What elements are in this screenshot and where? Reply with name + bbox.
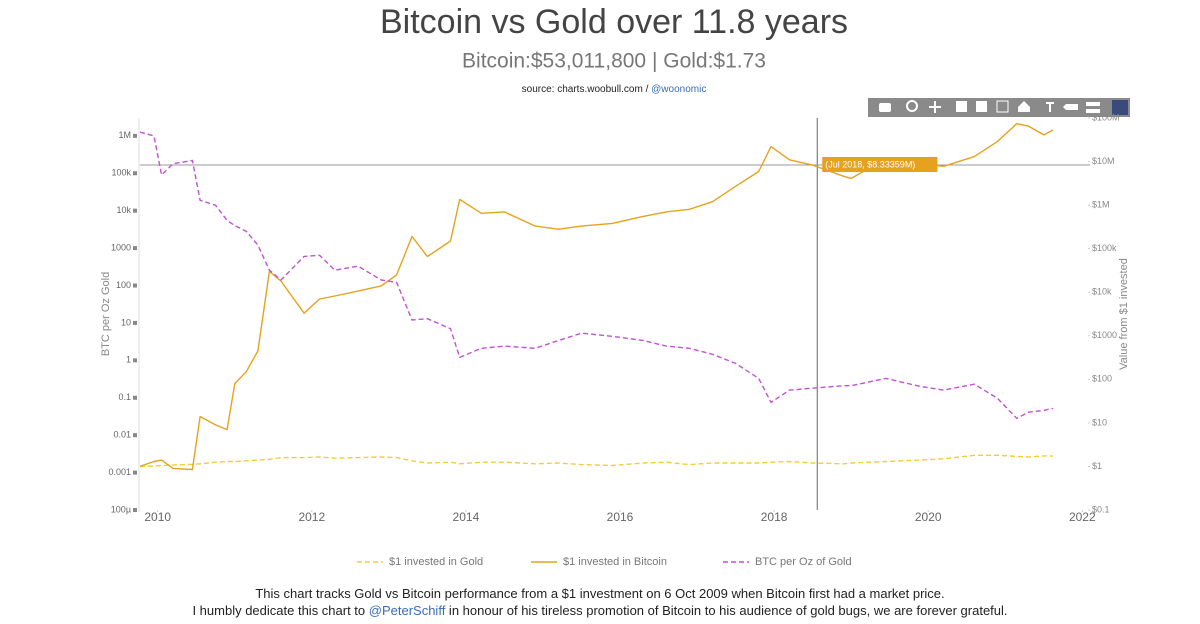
source: source: charts.woobull.com / @woonomic [522, 84, 707, 95]
hover-label-box [822, 157, 938, 173]
legend-label: $1 invested in Gold [389, 556, 483, 568]
y-tick-mark [133, 358, 137, 363]
y2-tick-label: $1M [1092, 199, 1110, 209]
chart-subtitle: Bitcoin:$53,011,800 | Gold:$1.73 [462, 50, 766, 73]
footer-text: I humbly dedicate this chart to [192, 603, 369, 618]
hover-closest-icon[interactable] [1063, 104, 1078, 110]
x-tick-label: 2022 [1069, 510, 1096, 524]
y-tick-mark [133, 320, 137, 325]
y2-tick-label: $100 [1092, 374, 1112, 384]
y-tick-label: 1 [126, 355, 131, 365]
x-tick-label: 2010 [144, 510, 171, 524]
y-tick-label: 100k [111, 168, 131, 178]
y-axis-title: BTC per Oz Gold [100, 272, 112, 356]
y-tick-label: 10k [116, 205, 131, 215]
hover-compare-icon[interactable] [1086, 102, 1100, 113]
footer-link[interactable]: @PeterSchiff [368, 603, 446, 618]
chart-title: Bitcoin vs Gold over 11.8 years [380, 3, 848, 41]
pan-icon[interactable] [929, 101, 941, 113]
y-tick-label: 0.1 [118, 392, 131, 402]
zoom-in-icon[interactable] [956, 101, 967, 112]
y-tick-label: 10 [121, 317, 131, 327]
y2-tick-label: $1000 [1092, 330, 1117, 340]
hover-label: (Jul 2018, $8.33359M) [822, 157, 938, 173]
y-tick-label: 100 [116, 280, 131, 290]
x-tick-label: 2016 [607, 510, 634, 524]
toolbar [868, 98, 1130, 117]
plotly-logo[interactable] [1112, 100, 1128, 115]
footer-text: in honour of his tireless promotion of B… [445, 603, 1008, 618]
y2-tick-label: $0.1 [1092, 504, 1110, 514]
x-tick-label: 2018 [761, 510, 788, 524]
camera-icon[interactable] [879, 103, 891, 112]
zoom-out-icon[interactable] [976, 101, 987, 112]
toolbar-bg [868, 98, 1130, 117]
legend-label: $1 invested in Bitcoin [563, 556, 667, 568]
y2-tick-label: $100M [1092, 112, 1120, 122]
y-tick-mark [133, 246, 137, 251]
hover-label-text: (Jul 2018, $8.33359M) [825, 159, 915, 169]
y-tick-mark [133, 395, 137, 400]
series-line [139, 131, 1054, 420]
zoom-icon[interactable] [906, 100, 918, 112]
y2-tick-label: $100k [1092, 243, 1117, 253]
y-tick-mark [133, 283, 137, 288]
y-tick-label: 0.001 [108, 467, 131, 477]
y-tick-mark [133, 208, 137, 213]
y2-tick-label: $10 [1092, 417, 1107, 427]
reset-icon[interactable] [1018, 101, 1030, 112]
y-tick-mark [133, 433, 137, 438]
y-tick-mark [133, 171, 137, 176]
spike-icon[interactable] [1046, 102, 1054, 112]
y-tick-mark [133, 470, 137, 475]
y-tick-label: 100µ [111, 504, 131, 514]
x-tick-label: 2012 [298, 510, 325, 524]
series-line [139, 123, 1054, 471]
footer-line1: This chart tracks Gold vs Bitcoin perfor… [255, 586, 945, 601]
x-tick-label: 2020 [915, 510, 942, 524]
y-tick-mark [133, 508, 137, 512]
y-tick-label: 1M [118, 130, 131, 140]
footer-line2: I humbly dedicate this chart to @PeterSc… [0, 603, 1200, 618]
series-line [139, 454, 1054, 468]
x-tick-label: 2014 [453, 510, 480, 524]
y2-tick-label: $1 [1092, 461, 1102, 471]
y-tick-label: 0.01 [113, 430, 131, 440]
y2-axis-title: Value from $1 invested [1118, 258, 1130, 370]
source-link[interactable]: @woonomic [651, 84, 706, 95]
y-tick-mark [133, 133, 137, 138]
y2-tick-label: $10k [1092, 287, 1112, 297]
y-tick-label: 1000 [111, 242, 131, 252]
source-text: source: charts.woobull.com / [522, 84, 652, 95]
y2-tick-label: $10M [1092, 156, 1115, 166]
legend-label: BTC per Oz of Gold [755, 556, 852, 568]
autoscale-icon[interactable] [996, 100, 1009, 113]
